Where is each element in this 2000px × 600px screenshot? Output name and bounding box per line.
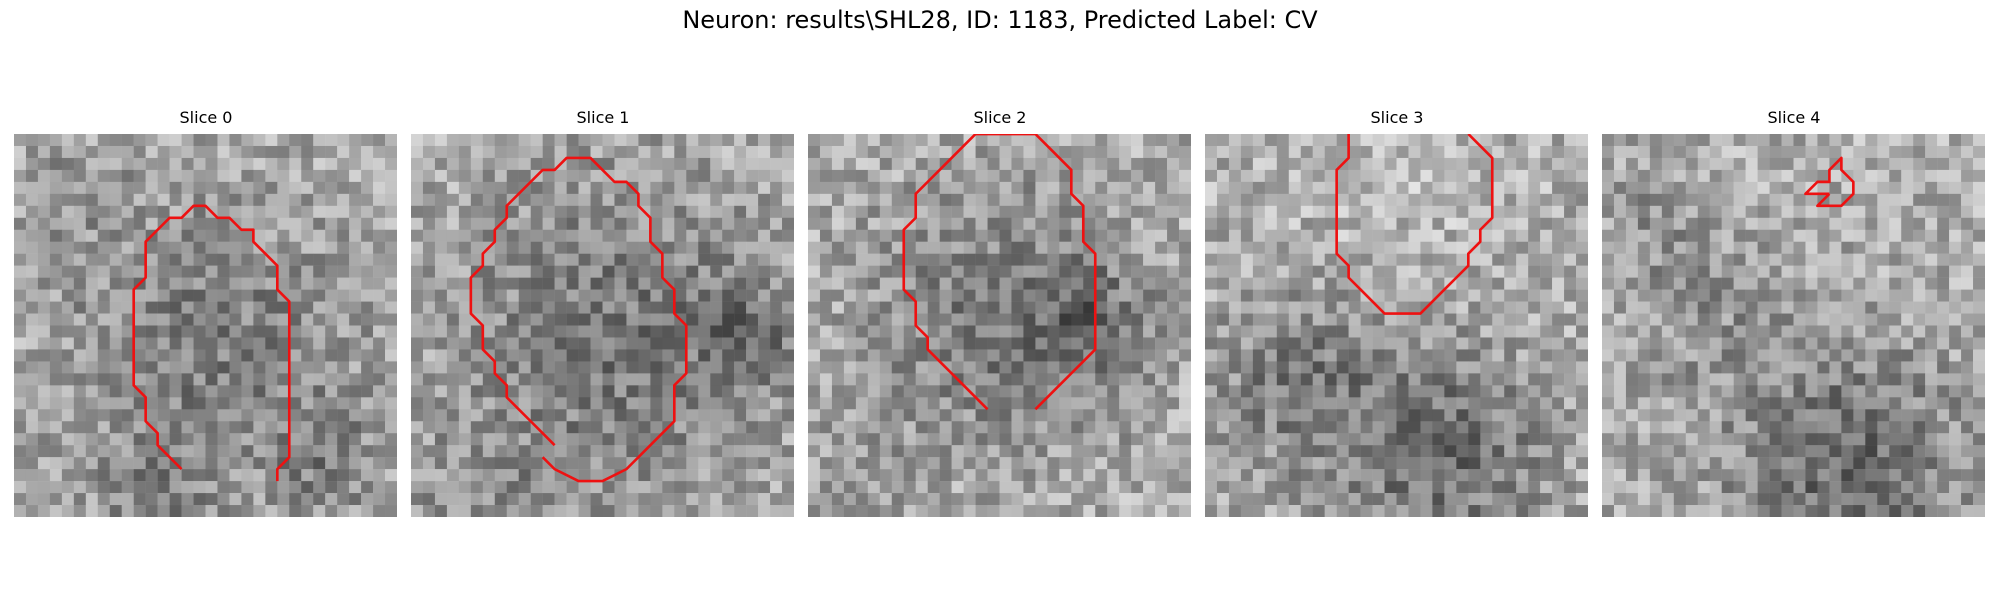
slice-title: Slice 4 bbox=[1767, 108, 1821, 127]
contour-line bbox=[1804, 156, 1855, 208]
pixel-grid bbox=[1205, 134, 1588, 517]
slice-image bbox=[808, 134, 1191, 517]
contour-line bbox=[469, 156, 688, 483]
pixel-grid bbox=[808, 134, 1191, 517]
slice-title: Slice 3 bbox=[1370, 108, 1424, 127]
slice-image bbox=[1602, 134, 1985, 517]
slice-title: Slice 1 bbox=[576, 108, 630, 127]
contour-line bbox=[902, 134, 1097, 411]
slice-title: Slice 0 bbox=[179, 108, 233, 127]
pixel-grid bbox=[411, 134, 794, 517]
contour-line bbox=[1335, 134, 1494, 315]
slice-title: Slice 2 bbox=[973, 108, 1027, 127]
pixel-grid bbox=[1602, 134, 1985, 517]
slice-image bbox=[411, 134, 794, 517]
contour-line bbox=[132, 204, 291, 482]
slice-image bbox=[1205, 134, 1588, 517]
figure-title: Neuron: results\SHL28, ID: 1183, Predict… bbox=[682, 6, 1318, 34]
slice-image bbox=[14, 134, 397, 517]
pixel-grid bbox=[14, 134, 397, 517]
